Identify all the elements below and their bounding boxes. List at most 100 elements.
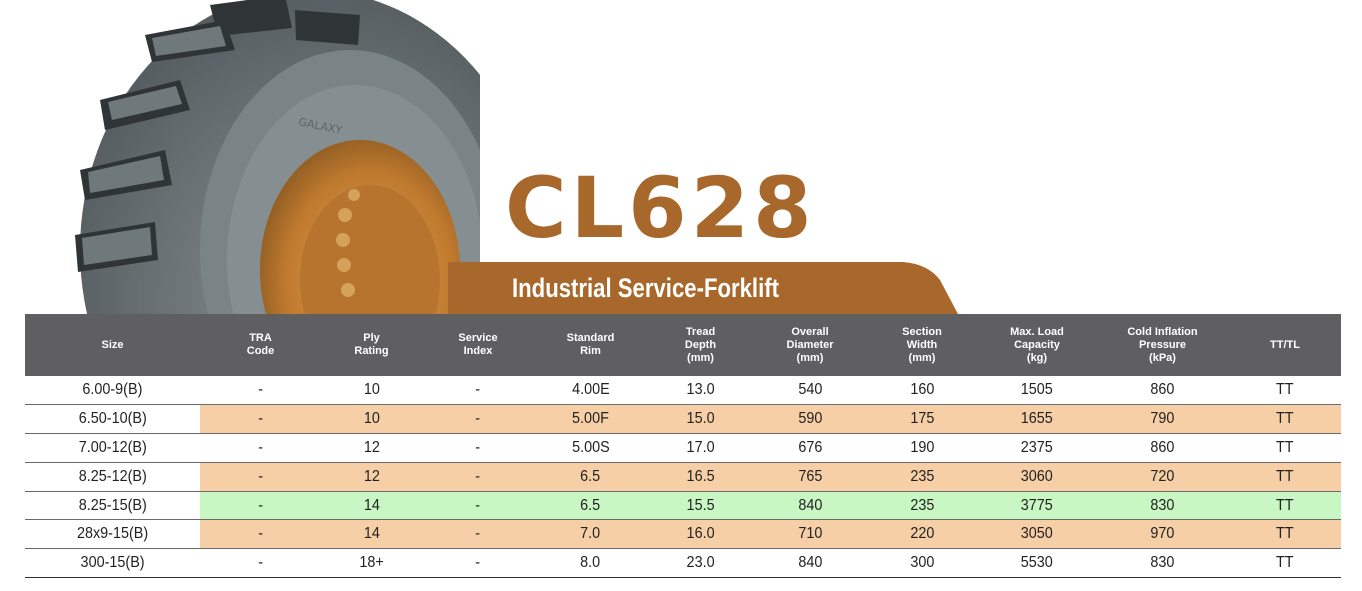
table-cell: 18+ (321, 548, 422, 579)
table-cell: 8.25-15(B) (25, 491, 200, 521)
table-cell: 5.00F (534, 404, 647, 435)
table-cell: 840 (754, 548, 866, 579)
table-cell: - (200, 404, 321, 435)
table-cell: - (422, 404, 534, 435)
col-header-standard-rim: Standard Rim (534, 314, 647, 376)
col-header-overall-diameter: Overall Diameter (mm) (754, 314, 866, 376)
table-cell: 15.0 (647, 404, 754, 435)
table-cell: 14 (321, 491, 422, 521)
table-cell: TT (1229, 519, 1341, 550)
table-cell: 7.00-12(B) (25, 433, 200, 463)
table-cell: 5.00S (534, 433, 647, 463)
table-cell: 830 (1096, 548, 1229, 579)
table-cell: 220 (866, 519, 978, 550)
table-cell: 676 (754, 433, 866, 463)
table-cell: - (422, 491, 534, 521)
table-cell: 6.00-9(B) (25, 376, 200, 406)
table-cell: 6.5 (534, 491, 647, 521)
col-header-size: Size (25, 314, 200, 376)
table-cell: - (422, 462, 534, 492)
table-cell: TT (1229, 404, 1341, 435)
table-cell: - (422, 548, 534, 579)
table-cell: 3060 (978, 462, 1096, 492)
table-row: 28x9-15(B) -14-7.0 16.0 710 220 3050 970 TT (25, 519, 1341, 550)
table-cell: - (200, 462, 321, 492)
table-cell: 190 (866, 433, 978, 463)
table-cell: 1655 (978, 404, 1096, 435)
table-cell: 840 (754, 491, 866, 521)
table-cell: 6.5 (534, 462, 647, 492)
table-cell: 970 (1096, 519, 1229, 550)
forklift-tire-image: GALAXY (60, 0, 480, 314)
table-row: 8.25-12(B) -12-6.5 16.5 765 235 3060 720 TT (25, 462, 1341, 492)
col-header-ply-rating: Ply Rating (321, 314, 422, 376)
col-header-tt-tl: TT/TL (1229, 314, 1341, 376)
table-cell: 3050 (978, 519, 1096, 550)
model-title: CL628 (505, 159, 816, 257)
table-cell: TT (1229, 462, 1341, 492)
table-row: 7.00-12(B) -12-5.00S 17.0 676 190 2375 860 TT (25, 433, 1341, 463)
table-cell: 12 (321, 433, 422, 463)
table-cell: - (422, 376, 534, 406)
table-cell: TT (1229, 376, 1341, 406)
table-cell: - (200, 548, 321, 579)
table-cell: 3775 (978, 491, 1096, 521)
table-cell: TT (1229, 548, 1341, 579)
table-row: 300-15(B) -18+ -8.0 23.0 840 300 5530 830 TT (25, 548, 1341, 579)
table-cell: TT (1229, 433, 1341, 463)
table-cell: 860 (1096, 376, 1229, 406)
table-cell: 15.5 (647, 491, 754, 521)
table-cell: TT (1229, 491, 1341, 521)
table-cell: 12 (321, 462, 422, 492)
table-cell: 235 (866, 462, 978, 492)
table-cell: 13.0 (647, 376, 754, 406)
table-cell: 8.0 (534, 548, 647, 579)
table-cell: 23.0 (647, 548, 754, 579)
table-cell: 10 (321, 376, 422, 406)
table-cell: 160 (866, 376, 978, 406)
table-cell: - (200, 491, 321, 521)
table-cell: 17.0 (647, 433, 754, 463)
table-cell: 765 (754, 462, 866, 492)
table-row: 6.00-9(B) -10-4.00E 13.0 540 160 1505 860 TT (25, 376, 1341, 406)
subtitle-band (448, 262, 958, 314)
col-header-cold-inflation: Cold Inflation Pressure (kPa) (1096, 314, 1229, 376)
table-cell: 14 (321, 519, 422, 550)
table-cell: 860 (1096, 433, 1229, 463)
col-header-service-index: Service Index (422, 314, 534, 376)
spec-table: Size TRA Code Ply Rating Service Index S… (25, 314, 1341, 579)
table-cell: 710 (754, 519, 866, 550)
table-cell: 4.00E (534, 376, 647, 406)
table-row: 8.25-15(B) -14-6.5 15.5 840 235 3775 830 TT (25, 491, 1341, 521)
table-cell: 590 (754, 404, 866, 435)
table-cell: - (200, 519, 321, 550)
table-cell: 1505 (978, 376, 1096, 406)
table-cell: 6.50-10(B) (25, 404, 200, 435)
table-cell: 28x9-15(B) (25, 519, 200, 550)
table-cell: 175 (866, 404, 978, 435)
col-header-tra-code: TRA Code (200, 314, 321, 376)
table-cell: 5530 (978, 548, 1096, 579)
table-cell: 8.25-12(B) (25, 462, 200, 492)
table-cell: - (200, 376, 321, 406)
col-header-max-load: Max. Load Capacity (kg) (978, 314, 1096, 376)
table-cell: 720 (1096, 462, 1229, 492)
table-cell: 2375 (978, 433, 1096, 463)
table-cell: 540 (754, 376, 866, 406)
table-header-row: Size TRA Code Ply Rating Service Index S… (25, 314, 1341, 376)
col-header-tread-depth: Tread Depth (mm) (647, 314, 754, 376)
table-row: 6.50-10(B) -10-5.00F 15.0 590 175 1655 790 TT (25, 404, 1341, 435)
table-cell: 10 (321, 404, 422, 435)
table-cell: - (422, 433, 534, 463)
table-cell: 790 (1096, 404, 1229, 435)
table-cell: 300-15(B) (25, 548, 200, 579)
table-cell: - (422, 519, 534, 550)
table-cell: 16.5 (647, 462, 754, 492)
col-header-section-width: Section Width (mm) (866, 314, 978, 376)
table-cell: - (200, 433, 321, 463)
table-cell: 235 (866, 491, 978, 521)
table-cell: 16.0 (647, 519, 754, 550)
table-cell: 830 (1096, 491, 1229, 521)
product-subtitle: Industrial Service-Forklift (512, 273, 779, 303)
table-cell: 7.0 (534, 519, 647, 550)
